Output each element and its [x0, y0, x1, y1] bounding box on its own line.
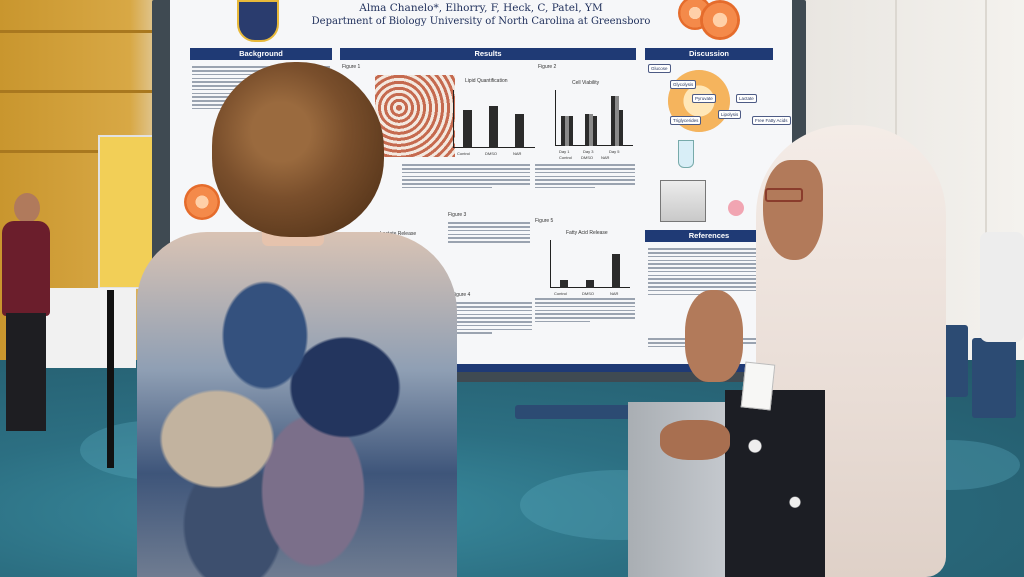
- viability-chart-title: Cell Viability: [572, 80, 600, 86]
- lipid-chart: Control DMSO NAR: [453, 90, 535, 156]
- easel-leg: [107, 290, 114, 468]
- tick-label: Day 3: [583, 149, 594, 154]
- poster-department: Department of Biology University of Nort…: [311, 16, 651, 27]
- figure-3-label: Figure 3: [448, 212, 467, 218]
- presenter-dress: [725, 390, 825, 577]
- viability-chart: Day 1 Day 3 Day 5 Control DMSO NAR: [555, 90, 633, 160]
- attendee-shirt: [137, 232, 457, 577]
- figure-1-label: Figure 1: [342, 64, 361, 70]
- label-free-fatty-acids: Free Fatty Acids: [752, 116, 791, 125]
- label-triglycerides: Triglycerides: [670, 116, 702, 125]
- poster-footer-bar: [170, 364, 792, 372]
- tick-label: DMSO: [485, 151, 497, 156]
- figure-3-caption: [448, 220, 530, 245]
- tick-label: Control: [457, 151, 470, 156]
- references-header: References: [645, 230, 773, 242]
- presenter-face: [763, 160, 823, 260]
- references-text: [648, 246, 774, 297]
- tick-label: NAR: [610, 291, 619, 296]
- wood-panel-line: [0, 90, 160, 93]
- bar-nar: [515, 114, 524, 148]
- label-lipolysis: Lipolysis: [718, 110, 742, 119]
- lipid-chart-title: Lipid Quantification: [465, 78, 508, 84]
- presenter-raised-hand: [685, 290, 743, 382]
- wood-panel-line: [0, 30, 160, 33]
- glasses-icon: [765, 188, 803, 202]
- name-badge: [740, 361, 776, 411]
- label-glucose: Glucose: [648, 64, 671, 73]
- tube-icon: [678, 140, 694, 168]
- legend-label: Control: [559, 155, 572, 160]
- wood-panel-line: [0, 150, 160, 153]
- figure-2-label: Figure 2: [538, 64, 557, 70]
- lab-instrument-icon: [660, 180, 706, 222]
- tick-label: Control: [554, 291, 567, 296]
- legend-label: NAR: [601, 155, 610, 160]
- university-seal-icon: [237, 0, 279, 42]
- chair: [515, 405, 635, 419]
- orange-slice-icon: [184, 184, 220, 220]
- legend-label: DMSO: [581, 155, 593, 160]
- attendee-curly-hair: [212, 62, 384, 237]
- poster-authors: Alma Chanelo*, Elhorry, F, Heck, C, Pate…: [359, 2, 603, 14]
- results-header: Results: [340, 48, 636, 60]
- label-glycolysis: Glycolysis: [670, 80, 697, 89]
- figure-5-label: Figure 5: [535, 218, 554, 224]
- background-table: [44, 288, 136, 368]
- bar-dmso: [489, 106, 498, 148]
- mannequin: [980, 232, 1024, 342]
- background-header: Background: [190, 48, 332, 60]
- figure-1-caption: [402, 162, 530, 191]
- discussion-header: Discussion: [645, 48, 773, 60]
- fatty-acid-chart: Control DMSO NAR: [550, 240, 630, 296]
- tick-label: Day 5: [609, 149, 620, 154]
- background-person: [0, 193, 52, 438]
- figure-4-label: Figure 4: [452, 292, 471, 298]
- mouse-icon: [728, 200, 744, 216]
- label-pyruvate: Pyruvate: [692, 94, 716, 103]
- orange-slice-icon: [700, 0, 740, 40]
- figure-4-caption: [452, 300, 532, 336]
- fatty-acid-chart-title: Fatty Acid Release: [566, 230, 608, 236]
- tick-label: DMSO: [582, 291, 594, 296]
- bar-control: [463, 110, 472, 148]
- figure-5-caption: [535, 296, 635, 325]
- chair: [972, 338, 1016, 418]
- presenter-lower-hand: [660, 420, 730, 460]
- tick-label: NAR: [513, 151, 522, 156]
- microscopy-image: [375, 75, 455, 157]
- figure-2-caption: [535, 162, 635, 191]
- label-lactate: Lactate: [736, 94, 757, 103]
- tick-label: Day 1: [559, 149, 570, 154]
